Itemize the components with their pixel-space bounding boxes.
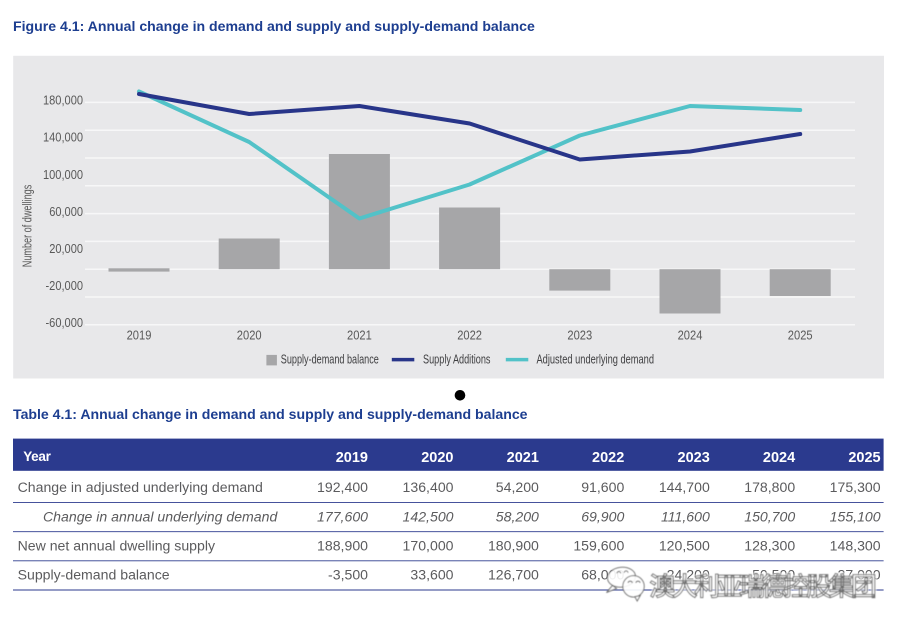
svg-text:175,300: 175,300 — [830, 479, 881, 495]
svg-text:69,900: 69,900 — [581, 508, 624, 524]
svg-text:2024: 2024 — [763, 450, 795, 466]
svg-text:Supply-demand balance: Supply-demand balance — [281, 353, 379, 367]
svg-text:180,900: 180,900 — [488, 537, 539, 553]
svg-text:2020: 2020 — [421, 450, 453, 466]
svg-text:2022: 2022 — [457, 329, 482, 343]
svg-text:188,900: 188,900 — [317, 537, 368, 553]
svg-text:2025: 2025 — [848, 450, 880, 466]
svg-text:Supply Additions: Supply Additions — [423, 353, 491, 367]
svg-text:Change in adjusted underlying: Change in adjusted underlying demand — [18, 479, 263, 495]
svg-text:120,500: 120,500 — [659, 537, 710, 553]
svg-text:111,600: 111,600 — [661, 508, 710, 524]
svg-text:100,000: 100,000 — [43, 168, 83, 182]
svg-text:2021: 2021 — [347, 329, 372, 343]
svg-text:150,700: 150,700 — [744, 508, 795, 524]
svg-text:2022: 2022 — [592, 450, 624, 466]
svg-text:144,700: 144,700 — [659, 479, 710, 495]
svg-text:2023: 2023 — [567, 329, 592, 343]
svg-text:-60,000: -60,000 — [46, 316, 84, 330]
svg-text:New net annual dwelling supply: New net annual dwelling supply — [18, 537, 216, 553]
svg-text:148,300: 148,300 — [830, 537, 881, 553]
svg-text:159,600: 159,600 — [573, 537, 624, 553]
svg-text:Number of dwellings: Number of dwellings — [21, 185, 35, 268]
svg-text:140,000: 140,000 — [43, 131, 83, 145]
svg-text:54,200: 54,200 — [496, 479, 539, 495]
svg-text:Change in annual underlying de: Change in annual underlying demand — [43, 508, 278, 524]
svg-text:2024: 2024 — [678, 329, 703, 343]
svg-text:60,000: 60,000 — [49, 205, 83, 219]
svg-text:2019: 2019 — [336, 450, 368, 466]
svg-text:Table 4.1: Annual change in de: Table 4.1: Annual change in demand and s… — [13, 406, 528, 422]
svg-text:170,000: 170,000 — [403, 537, 454, 553]
svg-text:2019: 2019 — [127, 329, 152, 343]
svg-text:20,000: 20,000 — [49, 242, 83, 256]
svg-text:2025: 2025 — [788, 329, 813, 343]
svg-text:180,000: 180,000 — [43, 94, 83, 108]
svg-text:126,700: 126,700 — [488, 567, 539, 583]
svg-text:-20,000: -20,000 — [46, 279, 84, 293]
svg-text:177,600: 177,600 — [317, 508, 368, 524]
svg-text:178,800: 178,800 — [744, 479, 795, 495]
svg-text:142,500: 142,500 — [403, 508, 454, 524]
svg-text:2023: 2023 — [678, 450, 710, 466]
svg-text:2020: 2020 — [237, 329, 262, 343]
svg-text:Adjusted underlying demand: Adjusted underlying demand — [537, 353, 655, 367]
svg-text:Supply-demand balance: Supply-demand balance — [18, 567, 170, 583]
svg-text:91,600: 91,600 — [581, 479, 624, 495]
svg-text:128,300: 128,300 — [744, 537, 795, 553]
svg-text:136,400: 136,400 — [403, 479, 454, 495]
svg-text:192,400: 192,400 — [317, 479, 368, 495]
svg-text:Year: Year — [23, 449, 51, 464]
svg-text:155,100: 155,100 — [830, 508, 881, 524]
svg-text:33,600: 33,600 — [410, 567, 453, 583]
svg-text:58,200: 58,200 — [496, 508, 539, 524]
svg-text:2021: 2021 — [507, 450, 539, 466]
svg-text:-3,500: -3,500 — [328, 567, 368, 583]
svg-text:Figure 4.1: Annual change in d: Figure 4.1: Annual change in demand and … — [13, 18, 535, 34]
